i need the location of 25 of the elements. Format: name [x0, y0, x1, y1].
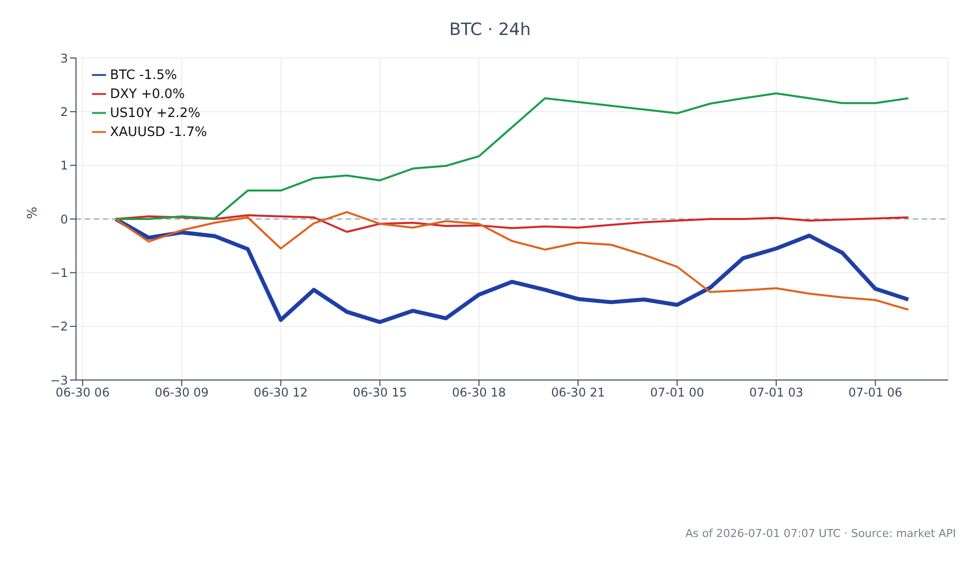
- y-tick-label: 3: [60, 51, 68, 66]
- x-tick-label: 06-30 21: [551, 386, 606, 400]
- legend-label: XAUUSD -1.7%: [110, 125, 207, 140]
- chart-title: BTC · 24h: [448, 20, 532, 40]
- y-tick-label: 1: [60, 158, 68, 173]
- legend-label: BTC -1.5%: [110, 68, 178, 83]
- legend-label: DXY +0.0%: [110, 87, 185, 102]
- y-tick-label: −1: [50, 266, 68, 280]
- x-tick-label: 06-30 12: [254, 386, 308, 400]
- x-tick-label: 07-01 03: [749, 386, 804, 400]
- x-tick-label: 07-01 00: [650, 386, 704, 400]
- line-series: [114, 217, 910, 324]
- y-tick-label: −3: [50, 373, 68, 388]
- y-tick-label: 2: [60, 104, 68, 119]
- y-tick-label: 0: [60, 212, 68, 226]
- x-tick-label: 06-30 06: [56, 386, 110, 400]
- x-tick-label: 06-30 18: [452, 386, 506, 400]
- x-tick-label: 06-30 15: [352, 386, 407, 400]
- x-tick-label: 06-30 09: [154, 386, 209, 400]
- y-tick-label: −2: [50, 320, 68, 334]
- text: As of 2026-07-01 07:07 UTC · Source: market API: [685, 527, 956, 540]
- x-tick-label: 07-01 06: [848, 386, 902, 400]
- legend-label: US10Y +2.2%: [110, 106, 200, 121]
- y-axis-title: %: [26, 206, 41, 219]
- line-series: [114, 211, 910, 311]
